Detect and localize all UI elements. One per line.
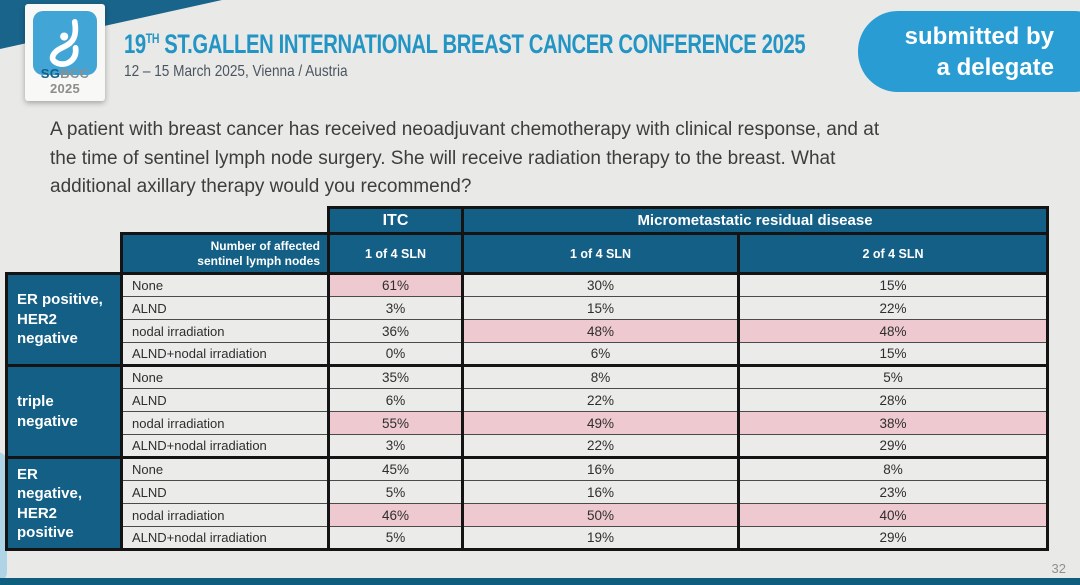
logo-caption: SGBCC 2025 bbox=[25, 66, 105, 96]
value-cell: 49% bbox=[462, 411, 740, 435]
value-cell: 3% bbox=[328, 296, 464, 320]
title-ordinal: TH bbox=[145, 30, 160, 46]
treatment-label: ALND+nodal irradiation bbox=[120, 342, 330, 367]
page-number: 32 bbox=[1051, 561, 1066, 576]
value-cell: 0% bbox=[328, 342, 464, 367]
treatment-label: nodal irradiation bbox=[120, 503, 330, 527]
sgbcc-logo-icon bbox=[33, 11, 97, 75]
value-cell: 29% bbox=[738, 434, 1049, 459]
conference-header: 19TH ST.GALLEN INTERNATIONAL BREAST CANC… bbox=[124, 29, 1032, 81]
logo-caption-rest: BCC 2025 bbox=[49, 66, 90, 96]
value-cell: 48% bbox=[462, 319, 740, 343]
results-table: ITC Micrometastatic residual disease Num… bbox=[5, 206, 1049, 551]
table-row: nodal irradiation 55% 49% 38% bbox=[7, 411, 1049, 435]
value-cell: 15% bbox=[462, 296, 740, 320]
value-cell: 48% bbox=[738, 319, 1049, 343]
treatment-label: ALND bbox=[120, 296, 330, 320]
value-cell: 15% bbox=[738, 342, 1049, 367]
logo-caption-sg: SG bbox=[40, 66, 61, 81]
value-cell: 36% bbox=[328, 319, 464, 343]
left-edge-decoration bbox=[0, 452, 7, 582]
group-label-triple-negative: triple negative bbox=[5, 364, 123, 459]
treatment-label: ALND bbox=[120, 480, 330, 504]
conference-title: 19TH ST.GALLEN INTERNATIONAL BREAST CANC… bbox=[124, 29, 806, 60]
table-row: ER positive, HER2 negative None 61% 30% … bbox=[5, 272, 1049, 367]
col-header-itc: ITC bbox=[327, 206, 464, 235]
value-cell: 16% bbox=[462, 480, 740, 504]
value-cell: 15% bbox=[738, 272, 1049, 297]
col-header-micro-1of4: 1 of 4 SLN bbox=[461, 232, 740, 275]
table-row: nodal irradiation 36% 48% 48% bbox=[7, 319, 1049, 343]
header-blank bbox=[7, 208, 329, 234]
question-text: A patient with breast cancer has receive… bbox=[50, 119, 880, 197]
title-number: 19 bbox=[124, 29, 146, 59]
table-row: ALND+nodal irradiation 0% 6% 15% bbox=[7, 342, 1049, 367]
value-cell: 19% bbox=[462, 526, 740, 551]
value-cell: 61% bbox=[328, 272, 464, 297]
value-cell: 45% bbox=[328, 456, 464, 481]
table-sub-header-row: Number of affected sentinel lymph nodes … bbox=[7, 232, 1049, 275]
badge-line-2: a delegate bbox=[936, 54, 1054, 81]
value-cell: 50% bbox=[462, 503, 740, 527]
corner-header: Number of affected sentinel lymph nodes bbox=[120, 232, 330, 275]
treatment-label: None bbox=[120, 364, 330, 389]
sgbcc-logo: SGBCC 2025 bbox=[25, 4, 105, 101]
table-row: ALND 6% 22% 28% bbox=[7, 388, 1049, 412]
value-cell: 5% bbox=[328, 480, 464, 504]
value-cell: 30% bbox=[462, 272, 740, 297]
submitted-by-badge: submitted by a delegate bbox=[858, 11, 1080, 92]
table-row: ALND+nodal irradiation 3% 22% 29% bbox=[7, 434, 1049, 459]
value-cell: 22% bbox=[462, 434, 740, 459]
table-row: ALND+nodal irradiation 5% 19% 29% bbox=[7, 526, 1049, 551]
value-cell: 35% bbox=[328, 364, 464, 389]
table-top-header-row: ITC Micrometastatic residual disease bbox=[7, 206, 1049, 235]
treatment-label: None bbox=[120, 272, 330, 297]
title-text: ST.GALLEN INTERNATIONAL BREAST CANCER CO… bbox=[159, 29, 806, 59]
group-label-er-neg-her2-pos: ER negative, HER2 positive bbox=[5, 456, 123, 551]
value-cell: 16% bbox=[462, 456, 740, 481]
value-cell: 46% bbox=[328, 503, 464, 527]
value-cell: 3% bbox=[328, 434, 464, 459]
table-row: ALND 3% 15% 22% bbox=[7, 296, 1049, 320]
treatment-label: nodal irradiation bbox=[120, 411, 330, 435]
breast-glyph-icon bbox=[49, 19, 79, 67]
header-blank bbox=[7, 234, 122, 274]
value-cell: 22% bbox=[738, 296, 1049, 320]
conference-subtitle: 12 – 15 March 2025, Vienna / Austria bbox=[124, 63, 348, 80]
treatment-label: ALND bbox=[120, 388, 330, 412]
table-row: ALND 5% 16% 23% bbox=[7, 480, 1049, 504]
value-cell: 8% bbox=[738, 456, 1049, 481]
value-cell: 5% bbox=[328, 526, 464, 551]
value-cell: 6% bbox=[462, 342, 740, 367]
bottom-bar-decoration bbox=[0, 578, 1080, 585]
table-row: nodal irradiation 46% 50% 40% bbox=[7, 503, 1049, 527]
col-header-itc-1of4: 1 of 4 SLN bbox=[327, 232, 464, 275]
value-cell: 6% bbox=[328, 388, 464, 412]
value-cell: 28% bbox=[738, 388, 1049, 412]
col-header-micro-2of4: 2 of 4 SLN bbox=[737, 232, 1049, 275]
value-cell: 5% bbox=[738, 364, 1049, 389]
value-cell: 55% bbox=[328, 411, 464, 435]
treatment-label: ALND+nodal irradiation bbox=[120, 434, 330, 459]
treatment-label: ALND+nodal irradiation bbox=[120, 526, 330, 551]
treatment-label: None bbox=[120, 456, 330, 481]
group-label-er-pos-her2-neg: ER positive, HER2 negative bbox=[5, 272, 123, 367]
treatment-label: nodal irradiation bbox=[120, 319, 330, 343]
value-cell: 8% bbox=[462, 364, 740, 389]
value-cell: 22% bbox=[462, 388, 740, 412]
col-header-micrometastatic: Micrometastatic residual disease bbox=[461, 206, 1049, 235]
table-row: ER negative, HER2 positive None 45% 16% … bbox=[5, 456, 1049, 551]
value-cell: 40% bbox=[738, 503, 1049, 527]
value-cell: 23% bbox=[738, 480, 1049, 504]
value-cell: 38% bbox=[738, 411, 1049, 435]
value-cell: 29% bbox=[738, 526, 1049, 551]
table-row: triple negative None 35% 8% 5% bbox=[5, 364, 1049, 459]
badge-line-1: submitted by bbox=[904, 23, 1054, 50]
